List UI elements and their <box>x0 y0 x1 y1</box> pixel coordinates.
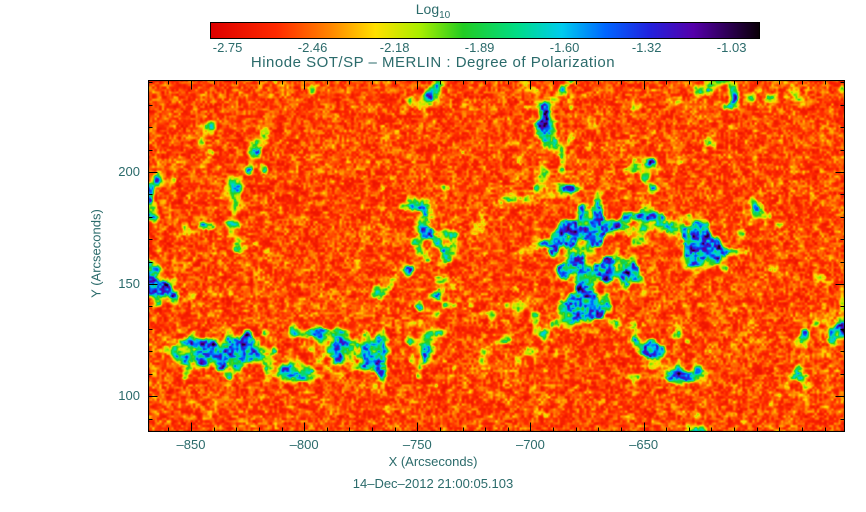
x-tick-label: –800 <box>289 437 319 452</box>
colorbar-title-sub: 10 <box>439 9 451 21</box>
colorbar-title-main: Log <box>415 1 440 17</box>
y-tick-label: 100 <box>118 388 140 404</box>
colorbar-tick-label: -2.46 <box>297 40 328 55</box>
colorbar-tick-label: -2.18 <box>379 40 410 55</box>
plot-area <box>148 80 845 432</box>
colorbar-tick-label: -1.32 <box>631 40 662 55</box>
colorbar <box>210 22 760 39</box>
plot-title: Hinode SOT/SP – MERLIN : Degree of Polar… <box>250 54 616 71</box>
x-tick-label: –700 <box>515 437 545 452</box>
heatmap-image <box>148 80 845 432</box>
y-tick-label: 150 <box>118 276 140 292</box>
y-tick-label: 200 <box>118 163 140 179</box>
colorbar-tick-label: -1.89 <box>464 40 495 55</box>
colorbar-tick-label: -1.60 <box>549 40 580 55</box>
colorbar-tick-label: -1.03 <box>716 40 747 55</box>
x-tick-label: –750 <box>402 437 432 452</box>
colorbar-title: Log10 <box>0 1 866 21</box>
x-axis-label: X (Arcseconds) <box>388 454 478 469</box>
timestamp: 14–Dec–2012 21:00:05.103 <box>352 476 514 491</box>
x-tick-label: –650 <box>629 437 659 452</box>
colorbar-tick-labels: -2.75 -2.46 -2.18 -1.89 -1.60 -1.32 -1.03 <box>210 40 758 56</box>
x-tick-label: –850 <box>176 437 206 452</box>
y-axis-label: Y (Arcseconds) <box>88 209 104 298</box>
colorbar-tick-label: -2.75 <box>212 40 243 55</box>
